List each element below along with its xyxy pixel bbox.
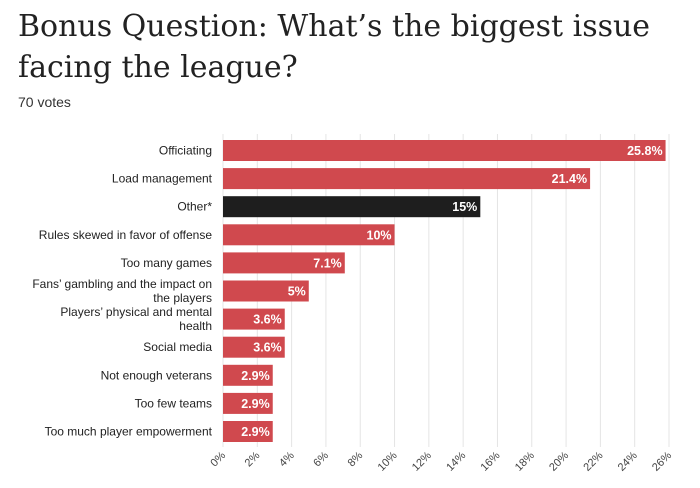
bar xyxy=(223,224,395,246)
bar-value-label: 5% xyxy=(288,285,306,299)
vote-count: 70 votes xyxy=(18,94,71,110)
chart-title: Bonus Question: What’s the biggest issue… xyxy=(18,9,651,85)
bar-value-label: 21.4% xyxy=(552,172,587,186)
bar xyxy=(223,140,666,161)
bar-value-label: 25.8% xyxy=(627,144,662,158)
category-label: Other* xyxy=(177,200,212,214)
x-tick-label: 26% xyxy=(650,449,674,473)
x-tick-label: 20% xyxy=(547,449,571,473)
bar xyxy=(223,252,345,274)
x-axis-ticks: 0% 2% 4% 6% 8% 10% 12% 14% 16% 18% 20% 22% 24% 26% xyxy=(208,449,674,473)
x-tick-label: 10% xyxy=(376,449,400,473)
bar-value-label: 3.6% xyxy=(253,341,282,355)
category-label: Officiating xyxy=(159,144,212,158)
bar xyxy=(223,421,273,442)
x-tick-label: 12% xyxy=(410,449,434,473)
x-tick-label: 18% xyxy=(513,449,537,473)
x-tick-label: 0% xyxy=(208,449,228,469)
x-tick-label: 4% xyxy=(277,449,297,469)
bar xyxy=(223,280,309,302)
category-labels: Officiating Load management Other* Rules sk… xyxy=(32,144,212,439)
category-label: Rules skewed in favor of offense xyxy=(39,228,213,242)
bar-value-label: 2.9% xyxy=(241,425,270,439)
bars: 25.8% 21.4% 15% 10% 7.1% 5% 3.6% 3.6% 2.9% 2.9% 2.… xyxy=(223,140,666,442)
bar xyxy=(223,168,591,190)
bar xyxy=(223,392,273,414)
category-label: Too many games xyxy=(121,256,212,270)
bar xyxy=(223,196,481,218)
category-label: Too much player empowerment xyxy=(45,425,213,439)
bar xyxy=(223,308,285,330)
bar xyxy=(223,336,285,358)
x-tick-label: 22% xyxy=(581,449,605,473)
x-tick-label: 6% xyxy=(311,449,331,469)
category-label: Players’ physical and mental health xyxy=(60,305,212,333)
x-tick-label: 14% xyxy=(444,449,468,473)
category-label: Social media xyxy=(143,340,212,354)
x-tick-label: 16% xyxy=(479,449,503,473)
bar-value-label: 7.1% xyxy=(313,256,342,270)
x-tick-label: 8% xyxy=(346,449,366,469)
x-tick-label: 24% xyxy=(616,449,640,473)
x-tick-label: 2% xyxy=(243,449,263,469)
bar xyxy=(223,364,273,386)
bar-value-label: 15% xyxy=(452,200,477,214)
category-label: Load management xyxy=(112,172,213,186)
category-label: Fans’ gambling and the impact on the play… xyxy=(32,277,212,305)
bar-value-label: 10% xyxy=(367,228,392,242)
bar-value-label: 2.9% xyxy=(241,369,270,383)
category-label: Not enough veterans xyxy=(101,368,212,382)
bar-value-label: 2.9% xyxy=(241,397,270,411)
bar-value-label: 3.6% xyxy=(253,313,282,327)
category-label: Too few teams xyxy=(135,396,212,410)
